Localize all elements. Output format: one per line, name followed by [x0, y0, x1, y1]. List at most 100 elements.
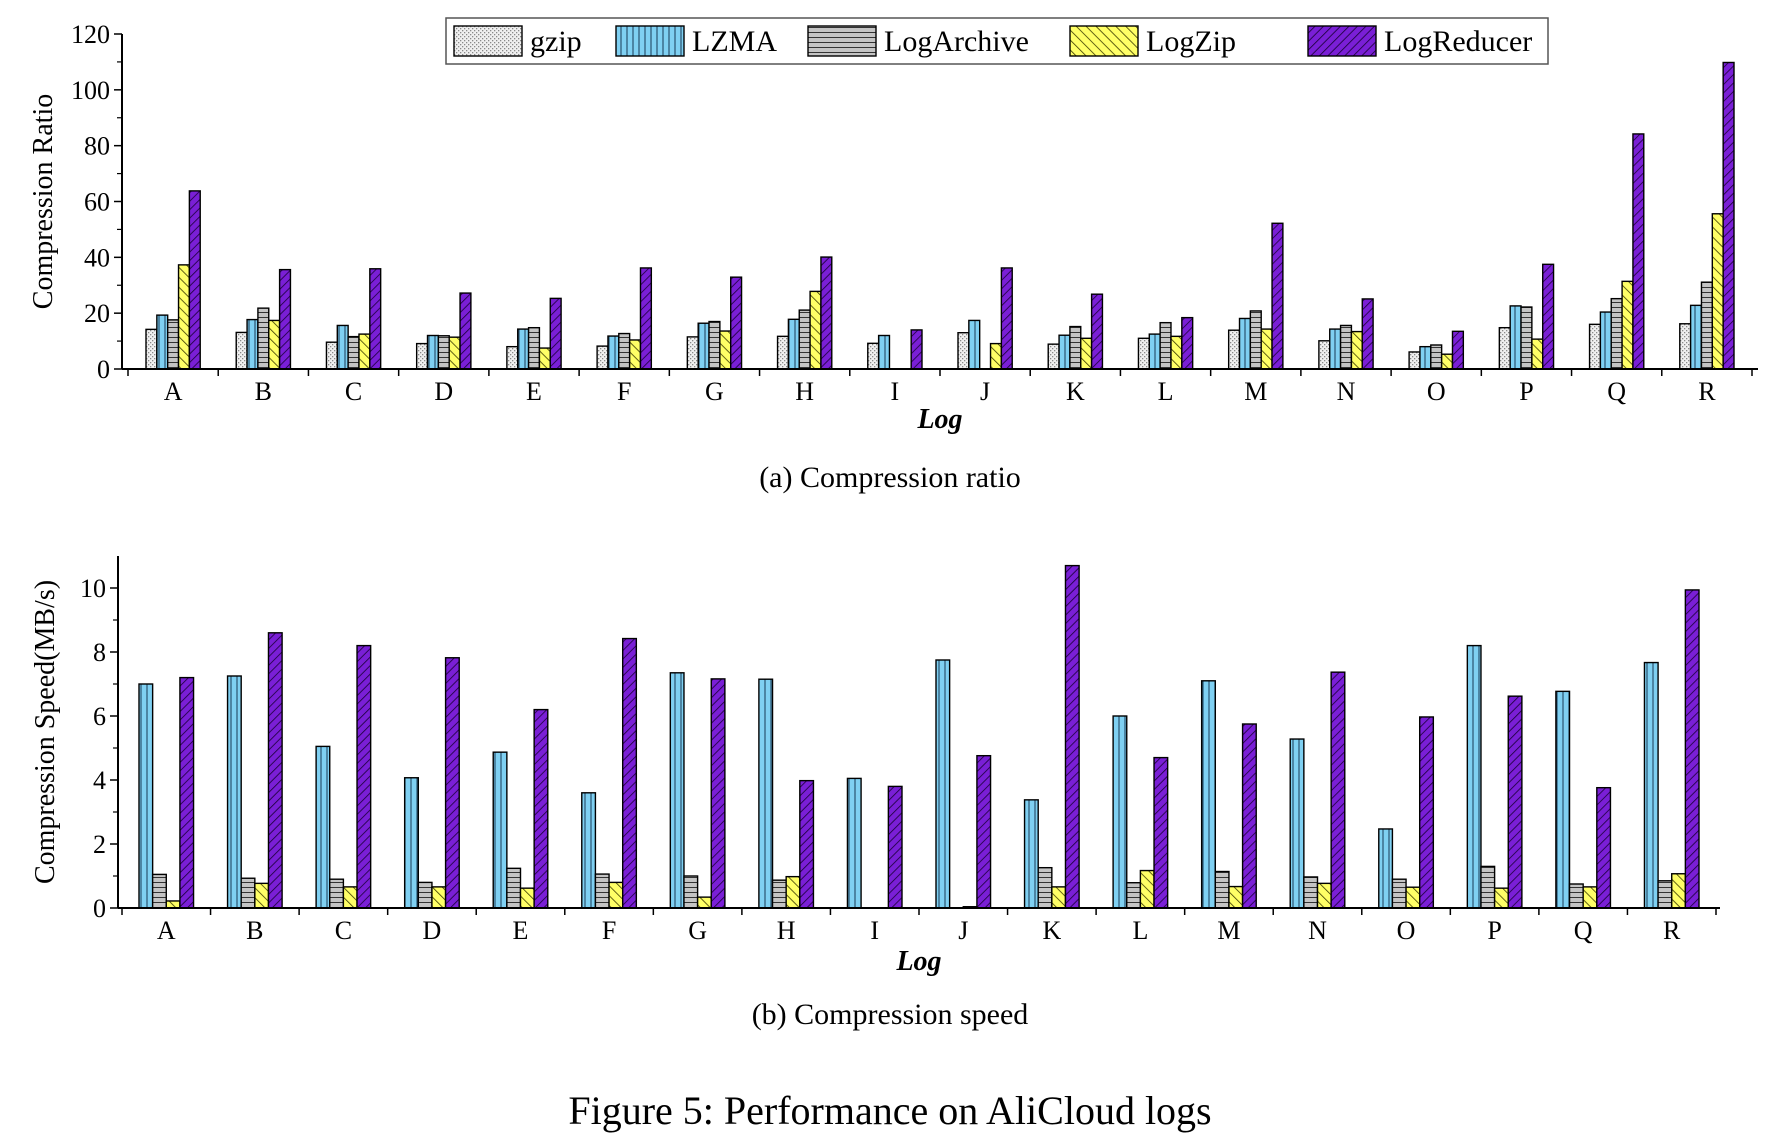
bar-gzip-i — [867, 342, 880, 370]
bar-logreducer-h — [820, 256, 833, 370]
bar-logarchive-g — [683, 875, 699, 909]
bar-lzma-d — [403, 777, 420, 909]
bar-lzma-i — [877, 334, 891, 370]
bar-logzip-k — [1051, 886, 1067, 909]
x-tick-label: H — [795, 377, 814, 406]
bar-logreducer-d — [459, 292, 472, 370]
bar-lzma-h — [787, 318, 800, 370]
bar-logreducer-g — [730, 276, 743, 370]
legend-label-logreducer: LogReducer — [1384, 25, 1532, 58]
bar-logreducer-q — [1632, 133, 1645, 370]
bar-lzma-i — [846, 777, 862, 909]
x-tick-label: P — [1487, 916, 1501, 945]
x-axis-title: Log — [916, 404, 962, 435]
bar-gzip-b — [235, 331, 248, 370]
bar-logreducer-k — [1090, 293, 1104, 370]
bar-logreducer-r — [1684, 589, 1700, 909]
bar-lzma-p — [1509, 305, 1522, 370]
bar-gzip-n — [1318, 340, 1331, 370]
bar-logarchive-a — [166, 319, 180, 370]
bar-logzip-a — [177, 264, 191, 370]
x-tick-label: H — [777, 916, 796, 945]
x-tick-label: R — [1663, 916, 1681, 945]
bar-logzip-n — [1316, 882, 1332, 909]
bar-logreducer-g — [710, 678, 726, 909]
x-tick-label: B — [255, 377, 272, 406]
x-tick-label: M — [1244, 377, 1267, 406]
bar-logzip-q — [1582, 886, 1598, 909]
bar-lzma-r — [1689, 304, 1703, 370]
bar-logarchive-g — [708, 320, 721, 370]
bar-lzma-q — [1555, 690, 1571, 909]
bar-logreducer-r — [1722, 61, 1735, 370]
bar-gzip-q — [1588, 323, 1602, 370]
legend-label-logzip: LogZip — [1146, 25, 1236, 58]
x-tick-label: F — [617, 377, 631, 406]
bar-lzma-c — [315, 745, 331, 909]
bar-logzip-f — [608, 881, 624, 909]
bar-logarchive-l — [1126, 882, 1142, 909]
bar-logzip-p — [1531, 338, 1544, 370]
bar-logarchive-e — [527, 326, 541, 370]
bar-logreducer-l — [1153, 756, 1169, 909]
bar-lzma-j — [935, 659, 951, 909]
bar-logzip-e — [538, 347, 551, 370]
bar-logarchive-r — [1700, 281, 1714, 370]
bar-logreducer-j — [976, 754, 992, 909]
x-tick-label: N — [1308, 916, 1327, 945]
bar-logzip-j — [989, 342, 1003, 370]
bar-logreducer-p — [1507, 695, 1523, 909]
legend-swatch-logreducer — [1307, 25, 1377, 57]
x-tick-label: K — [1042, 916, 1061, 945]
bar-logarchive-f — [594, 873, 610, 909]
bar-logreducer-n — [1361, 298, 1374, 370]
bar-logreducer-i — [910, 329, 923, 370]
bar-logzip-c — [342, 886, 358, 909]
bar-logreducer-l — [1181, 316, 1194, 370]
x-tick-label: D — [434, 377, 453, 406]
bar-logarchive-k — [1069, 325, 1082, 370]
bar-gzip-h — [776, 335, 790, 370]
bar-lzma-n — [1289, 738, 1305, 909]
bar-logreducer-n — [1330, 671, 1346, 909]
y-tick-label: 6 — [93, 702, 106, 731]
legend-label-lzma: LZMA — [692, 25, 777, 58]
y-axis-title: Compression Ratio — [28, 94, 59, 309]
bar-logarchive-q — [1610, 297, 1623, 370]
x-tick-label: A — [157, 916, 176, 945]
bar-logarchive-o — [1391, 878, 1407, 909]
bar-gzip-k — [1047, 343, 1060, 370]
x-tick-label: G — [705, 377, 724, 406]
y-tick-label: 80 — [84, 132, 110, 161]
bar-logarchive-n — [1303, 876, 1319, 909]
bar-logreducer-k — [1064, 564, 1080, 909]
bar-logzip-h — [785, 875, 801, 909]
bar-lzma-b — [246, 318, 259, 370]
bar-logzip-l — [1139, 869, 1155, 909]
bar-logzip-l — [1170, 335, 1183, 370]
x-tick-label: D — [423, 916, 442, 945]
bar-lzma-o — [1378, 828, 1394, 909]
x-tick-label: K — [1066, 377, 1085, 406]
bar-logreducer-a — [188, 190, 201, 370]
bar-logzip-b — [268, 319, 281, 370]
legend-swatch-lzma — [615, 25, 685, 57]
bar-gzip-p — [1498, 326, 1511, 370]
bar-logzip-n — [1350, 330, 1363, 370]
bar-logarchive-q — [1568, 883, 1584, 909]
x-tick-label: J — [958, 916, 968, 945]
bar-logreducer-h — [799, 779, 815, 909]
bar-logarchive-c — [329, 878, 345, 909]
bar-logzip-b — [254, 882, 270, 909]
x-tick-label: L — [1158, 377, 1174, 406]
bar-logzip-c — [358, 333, 371, 370]
x-tick-label: P — [1519, 377, 1533, 406]
bar-lzma-f — [581, 792, 597, 909]
bar-lzma-o — [1419, 345, 1432, 370]
bar-lzma-h — [758, 678, 774, 909]
x-axis-title: Log — [895, 946, 941, 977]
bar-logreducer-f — [639, 267, 653, 370]
bar-logzip-r — [1711, 213, 1724, 370]
x-tick-label: I — [891, 377, 900, 406]
x-tick-label: M — [1217, 916, 1240, 945]
